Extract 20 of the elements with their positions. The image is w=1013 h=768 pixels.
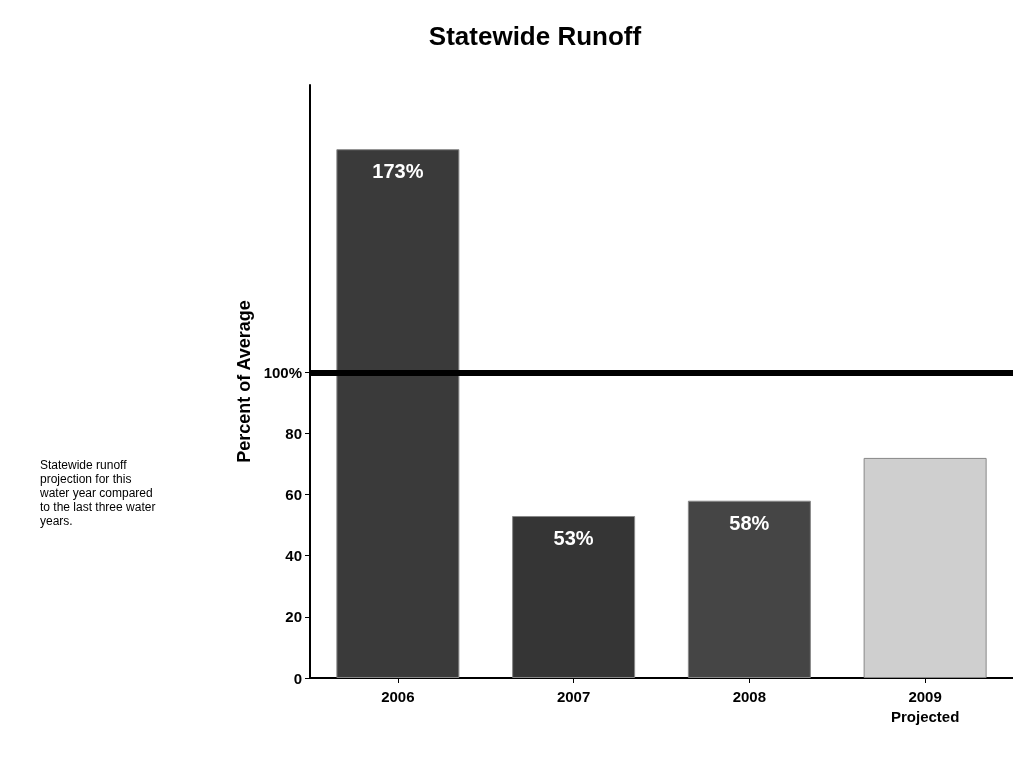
y-tick-label: 20 — [285, 608, 302, 626]
data-label: 58% — [729, 511, 770, 534]
y-axis-title: Percent of Average — [233, 300, 254, 463]
x-tick-label: 2009 Projected — [890, 687, 960, 725]
data-label: 173% — [372, 160, 424, 183]
y-tick-label: 100% — [263, 363, 302, 381]
x-tick-label: 2008 — [732, 687, 767, 705]
y-tick-label: 0 — [293, 669, 302, 687]
bar — [512, 515, 636, 678]
bar — [863, 457, 987, 678]
data-label: 53% — [553, 526, 594, 549]
y-tick-label: 80 — [285, 424, 302, 442]
x-tick-label: 2006 — [381, 687, 415, 705]
bar — [336, 149, 460, 678]
y-tick-label: 40 — [285, 547, 302, 565]
y-tick-label: 60 — [285, 486, 302, 504]
text: Statewide runoff projection for this water year compared to the last three water years. — [39, 458, 159, 528]
bar — [687, 500, 811, 678]
chart-title: Statewide Runoff — [428, 21, 642, 51]
x-tick-label: 2007 — [556, 687, 591, 705]
